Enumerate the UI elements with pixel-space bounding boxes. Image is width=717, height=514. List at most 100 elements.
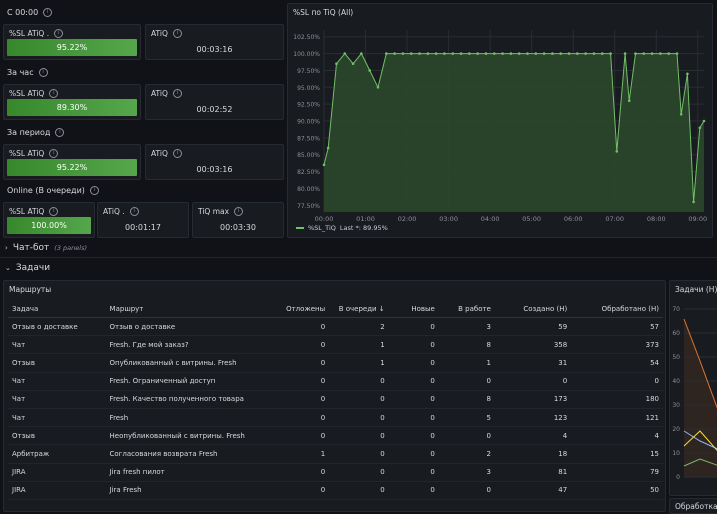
data-point bbox=[567, 52, 571, 55]
tasks-chart-panel[interactable]: Задачи (Н) 70 60 50 40 30 20 10 0 bbox=[669, 280, 717, 496]
info-icon[interactable]: i bbox=[38, 68, 48, 77]
info-icon[interactable]: i bbox=[172, 29, 182, 38]
y-tick-label: 60 bbox=[672, 330, 680, 337]
table-cell: 4 bbox=[494, 426, 572, 446]
table-cell: 0 bbox=[267, 408, 330, 428]
table-row[interactable]: Чат Fresh. Где мой заказ? 0 1 0 8 358 373 bbox=[8, 335, 663, 355]
y-tick-label: 97.50% bbox=[297, 68, 320, 75]
info-icon[interactable]: i bbox=[49, 89, 59, 98]
column-header[interactable]: Отложены bbox=[267, 301, 330, 318]
data-point bbox=[451, 52, 455, 55]
online-atiq-panel[interactable]: ATiQ . i 00:01:17 bbox=[97, 202, 189, 238]
sl-chart[interactable]: 102.50% 100.00% 97.50% 95.00% 92.50% 90.00% 87… bbox=[288, 4, 712, 237]
chart-legend[interactable]: %SL_TiQ Last *: 89.95% bbox=[296, 224, 388, 232]
sl-stat-panel[interactable]: %SL ATiQ i 89.30% bbox=[3, 84, 141, 120]
table-row[interactable]: Чат Fresh 0 0 0 5 123 121 bbox=[8, 408, 663, 428]
y-tick-label: 82.50% bbox=[297, 169, 320, 176]
chat-bot-row[interactable]: › Чат-бот (3 panels) bbox=[5, 243, 87, 253]
sl-chart-panel[interactable]: %SL по TiQ (All) 102.50% 100.00% 97.50% 95.… bbox=[287, 3, 713, 238]
table-cell: Fresh. Качество полученного товара bbox=[105, 390, 268, 409]
column-header[interactable]: В работе bbox=[438, 301, 495, 318]
table-cell: 57 bbox=[571, 317, 663, 337]
routes-table: Задача Маршрут Отложены В очереди ↓ Новые В р… bbox=[8, 301, 663, 500]
table-cell: Fresh bbox=[105, 408, 268, 428]
atiq-stat-panel[interactable]: ATiQ i 00:02:52 bbox=[145, 84, 284, 120]
info-icon[interactable]: i bbox=[172, 149, 182, 158]
data-point bbox=[675, 52, 679, 55]
info-icon[interactable]: i bbox=[129, 207, 139, 216]
table-cell: Fresh. Ограниченный доступ bbox=[105, 372, 268, 391]
y-tick-label: 100.00% bbox=[293, 51, 320, 58]
x-tick-label: 02:00 bbox=[398, 215, 417, 223]
y-tick-label: 30 bbox=[672, 402, 680, 409]
column-header[interactable]: Маршрут bbox=[105, 301, 268, 318]
sl-stat-value: 89.30% bbox=[56, 103, 88, 112]
data-point bbox=[384, 52, 388, 55]
y-tick-label: 87.50% bbox=[297, 135, 320, 142]
info-icon[interactable]: i bbox=[43, 8, 53, 17]
stat-row-title: За час i bbox=[7, 68, 48, 77]
atiq-stat-panel[interactable]: ATiQ i 00:03:16 bbox=[145, 24, 284, 60]
table-cell: 81 bbox=[494, 463, 572, 482]
sl-stat-panel[interactable]: %SL ATiQ i 95.22% bbox=[3, 144, 141, 180]
sl-stat-label: %SL ATiQ bbox=[9, 149, 45, 158]
column-header[interactable]: В очереди ↓ bbox=[329, 301, 389, 318]
table-cell: JIRA bbox=[8, 463, 106, 482]
x-tick-label: 03:00 bbox=[439, 215, 458, 223]
stat-row-title-text: За час bbox=[7, 68, 34, 77]
table-cell: Отзыв bbox=[8, 353, 106, 373]
data-point bbox=[443, 52, 446, 55]
table-cell: 0 bbox=[329, 463, 389, 482]
table-cell: Fresh. Где мой заказ? bbox=[105, 335, 268, 355]
table-row[interactable]: JIRA Jira fresh пилот 0 0 0 3 81 79 bbox=[8, 463, 663, 482]
data-point bbox=[534, 52, 538, 55]
column-header[interactable]: Новые bbox=[388, 301, 439, 318]
data-point bbox=[526, 52, 529, 55]
table-row[interactable]: Арбитраж Согласования возврата Fresh 1 0 0 2 1… bbox=[8, 444, 663, 464]
tasks-chart-title: Задачи (Н) bbox=[675, 285, 717, 294]
column-header[interactable]: Обработано (Н) bbox=[571, 301, 663, 318]
x-tick-label: 07:00 bbox=[605, 215, 624, 223]
table-cell: 0 bbox=[388, 426, 439, 446]
table-row[interactable]: Отзыв Неопубликованный с витрины. Fresh 0 0… bbox=[8, 426, 663, 446]
routes-panel[interactable]: Маршруты Задача Маршрут Отложены В очереди … bbox=[3, 280, 666, 512]
sl-stat-panel[interactable]: %SL ATiQ . i 95.22% bbox=[3, 24, 141, 60]
y-tick-label: 70 bbox=[672, 306, 680, 313]
table-row[interactable]: Отзыв Опубликованный с витрины. Fresh 0 1 0 1… bbox=[8, 353, 663, 373]
online-sl-panel[interactable]: %SL ATiQ i 100.00% bbox=[3, 202, 95, 238]
column-header[interactable]: Создано (Н) bbox=[494, 301, 572, 318]
table-row[interactable]: Чат Fresh. Ограниченный доступ 0 0 0 0 0 0 bbox=[8, 372, 663, 391]
atiq-stat-value: 00:03:16 bbox=[196, 165, 233, 174]
sl-stat-bar: 89.30% bbox=[7, 99, 137, 116]
table-cell: 1 bbox=[329, 353, 389, 373]
y-tick-label: 77.50% bbox=[297, 203, 320, 210]
column-header[interactable]: Задача bbox=[8, 301, 106, 318]
info-icon[interactable]: i bbox=[54, 29, 64, 38]
data-point bbox=[426, 52, 430, 55]
y-tick-label: 85.00% bbox=[297, 152, 320, 159]
y-tick-label: 20 bbox=[672, 426, 680, 433]
table-cell: Отзыв bbox=[8, 426, 106, 446]
online-tiqmax-panel[interactable]: TiQ max i 00:03:30 bbox=[192, 202, 284, 238]
table-cell: 0 bbox=[388, 317, 439, 337]
tasks-row[interactable]: ⌄ Задачи bbox=[5, 263, 50, 273]
info-icon[interactable]: i bbox=[234, 207, 244, 216]
data-point bbox=[376, 85, 380, 89]
atiq-stat-panel[interactable]: ATiQ i 00:03:16 bbox=[145, 144, 284, 180]
table-row[interactable]: Чат Fresh. Качество полученного товара 0 0 0… bbox=[8, 390, 663, 409]
info-icon[interactable]: i bbox=[49, 149, 59, 158]
info-icon[interactable]: i bbox=[49, 207, 59, 216]
table-cell: 123 bbox=[494, 408, 572, 428]
table-row[interactable]: Отзыв о доставке Отзыв о доставке 0 2 0 3 59 57 bbox=[8, 317, 663, 337]
table-cell: 15 bbox=[571, 444, 663, 464]
table-row[interactable]: JIRA Jira Fresh 0 0 0 0 47 50 bbox=[8, 481, 663, 500]
table-cell: 0 bbox=[267, 390, 330, 409]
table-cell: 79 bbox=[571, 463, 663, 482]
sl-stat-bar: 95.22% bbox=[7, 159, 137, 176]
data-point bbox=[343, 52, 347, 55]
info-icon[interactable]: i bbox=[172, 89, 182, 98]
info-icon[interactable]: i bbox=[55, 128, 65, 137]
info-icon[interactable]: i bbox=[89, 186, 99, 195]
table-cell: 0 bbox=[267, 426, 330, 446]
data-point bbox=[592, 52, 596, 55]
